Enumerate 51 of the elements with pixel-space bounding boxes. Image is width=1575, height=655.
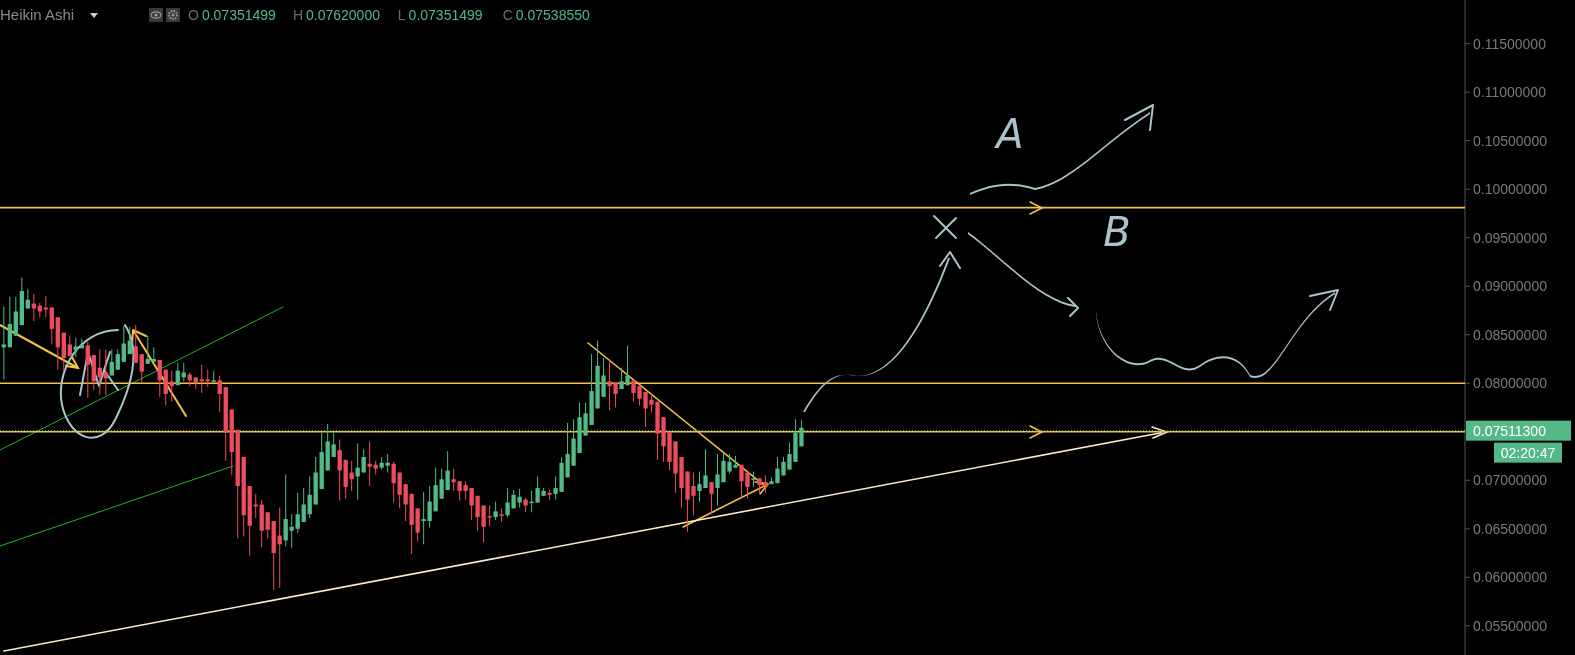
candlestick <box>145 335 150 365</box>
candlestick <box>301 487 306 523</box>
candlestick <box>25 288 30 310</box>
annotation: B <box>1103 209 1131 255</box>
text: 02:20:47 <box>1500 444 1556 461</box>
y-tick-label: 0.06500000 <box>1473 520 1548 537</box>
candlestick <box>199 364 204 394</box>
candlestick <box>43 295 48 318</box>
y-tick-label: 0.09000000 <box>1473 278 1548 295</box>
candlestick <box>157 359 162 398</box>
candlestick <box>493 501 498 521</box>
candlestick <box>337 439 342 502</box>
y-tick-label: 0.08500000 <box>1473 326 1548 343</box>
candlestick <box>139 353 144 383</box>
y-tick-label: 0.09500000 <box>1473 229 1548 246</box>
candlestick <box>289 513 294 549</box>
y-tick-label: 0.08000000 <box>1473 375 1548 392</box>
candlestick <box>265 511 270 539</box>
candlestick <box>385 453 390 474</box>
y-tick-label: 0.10000000 <box>1473 181 1548 198</box>
y-tick-label: 0.11500000 <box>1473 35 1547 52</box>
candlestick <box>49 307 54 345</box>
candlestick <box>295 492 300 534</box>
chart-title: Heikin Ashi <box>0 6 75 23</box>
annotation: O 0.07351499 <box>188 7 277 23</box>
candlestick <box>217 374 222 413</box>
candlestick <box>307 475 312 519</box>
y-tick-label: 0.06000000 <box>1473 569 1548 586</box>
candlestick <box>73 337 78 358</box>
candlestick <box>283 473 288 547</box>
candlestick <box>133 324 138 364</box>
y-tick-label: 0.05500000 <box>1473 617 1548 634</box>
candlestick <box>361 448 366 474</box>
candlestick <box>1 306 6 380</box>
ref-line-label: 0.07511300 <box>1473 422 1547 439</box>
annotation: H 0.07620000 <box>292 7 381 23</box>
y-tick-label: 0.10500000 <box>1473 132 1548 149</box>
candlestick <box>85 341 90 399</box>
candlestick <box>7 296 12 348</box>
annotation: C 0.07538550 <box>502 7 590 23</box>
annotation: A <box>993 111 1024 157</box>
annotation: L 0.07351499 <box>397 7 483 23</box>
y-tick-label: 0.11000000 <box>1473 84 1547 101</box>
candlestick <box>31 293 36 322</box>
candlestick <box>121 325 126 363</box>
candlestick <box>709 481 714 515</box>
candlestick <box>115 348 120 371</box>
candlestick <box>331 432 336 458</box>
candlestick <box>367 440 372 487</box>
y-tick-label: 0.07000000 <box>1473 472 1548 489</box>
candlestick <box>169 370 174 403</box>
